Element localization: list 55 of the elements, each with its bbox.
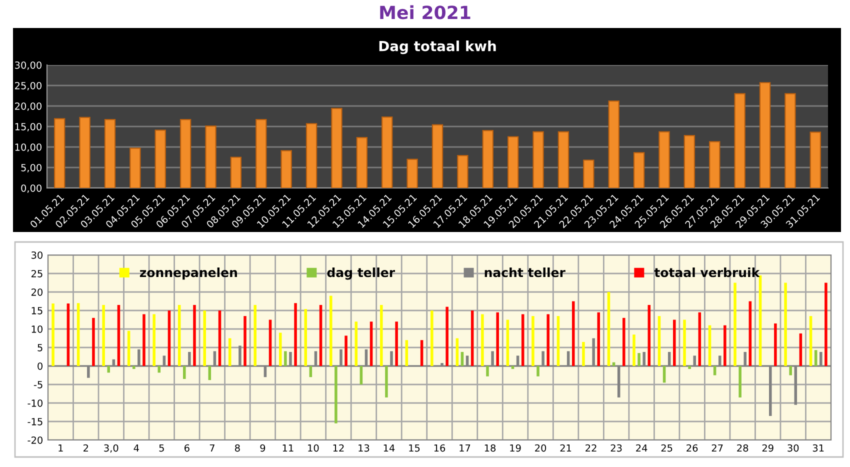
y-tick-label: 0,00 xyxy=(21,184,42,193)
x-tick-label: 17 xyxy=(460,444,470,452)
x-tick-label: 13 xyxy=(358,444,370,452)
y-tick-label: 10 xyxy=(32,325,42,333)
x-tick-label: 23 xyxy=(610,444,622,452)
x-tick-label: 12 xyxy=(333,444,344,452)
x-tick-label: 11 xyxy=(282,444,294,452)
x-tick-label: 28 xyxy=(737,444,748,452)
x-tick-label: 16 xyxy=(434,444,446,452)
y-tick-label: 30 xyxy=(32,251,42,259)
x-tick-label: 22 xyxy=(586,444,596,452)
x-tick-label: 6 xyxy=(184,444,190,452)
x-tick-label: 7 xyxy=(210,444,214,452)
chart-title: Mei 2021 xyxy=(380,5,470,20)
x-tick-label: 2 xyxy=(84,444,88,452)
y-tick-label: 5,00 xyxy=(21,164,42,172)
y-tick-label: 5 xyxy=(38,344,42,352)
y-tick-label: -5 xyxy=(34,381,42,388)
x-tick-label: 10 xyxy=(308,444,319,452)
y-tick-label: -15 xyxy=(28,418,42,426)
x-tick-label: 8 xyxy=(235,444,240,452)
x-tick-label: 27 xyxy=(712,444,723,452)
y-tick-label: 20 xyxy=(31,288,42,296)
y-tick-label: 25,00 xyxy=(15,82,42,90)
legend-label: nacht teller xyxy=(484,268,566,278)
legend-label: zonnepanelen xyxy=(140,268,237,280)
chart-subtitle: Dag totaal kwh xyxy=(379,40,496,54)
y-tick-label: 15,00 xyxy=(15,122,42,132)
x-tick-label: 20 xyxy=(535,444,546,452)
legend-label: totaal verbruik xyxy=(654,268,760,278)
x-tick-label: 18 xyxy=(484,444,496,452)
y-tick-label: 20,00 xyxy=(15,102,42,111)
x-tick-label: 29 xyxy=(762,444,774,452)
x-tick-label: 1 xyxy=(58,444,63,452)
x-tick-label: 14 xyxy=(384,444,395,452)
x-tick-label: 24 xyxy=(636,444,648,452)
x-tick-label: 19 xyxy=(510,444,521,452)
y-tick-label: -10 xyxy=(28,399,42,407)
x-tick-label: 26 xyxy=(686,444,698,452)
x-tick-label: 3,0 xyxy=(104,444,118,453)
legend-label: dag teller xyxy=(327,268,396,280)
x-tick-label: 9 xyxy=(260,444,266,452)
x-tick-label: 30 xyxy=(788,444,799,452)
x-tick-label: 21 xyxy=(560,444,572,452)
x-tick-label: 31 xyxy=(812,444,824,452)
x-tick-label: 25 xyxy=(661,444,672,452)
y-tick-label: 10,00 xyxy=(15,143,42,152)
y-tick-label: -20 xyxy=(28,436,42,444)
x-tick-label: 5 xyxy=(159,444,164,452)
x-tick-label: 4 xyxy=(134,444,139,452)
y-tick-label: 30,00 xyxy=(15,61,42,70)
y-tick-label: 25 xyxy=(31,270,42,278)
y-tick-label: 15 xyxy=(32,307,42,314)
x-tick-label: 15 xyxy=(409,444,420,452)
y-tick-label: 0 xyxy=(38,362,42,370)
